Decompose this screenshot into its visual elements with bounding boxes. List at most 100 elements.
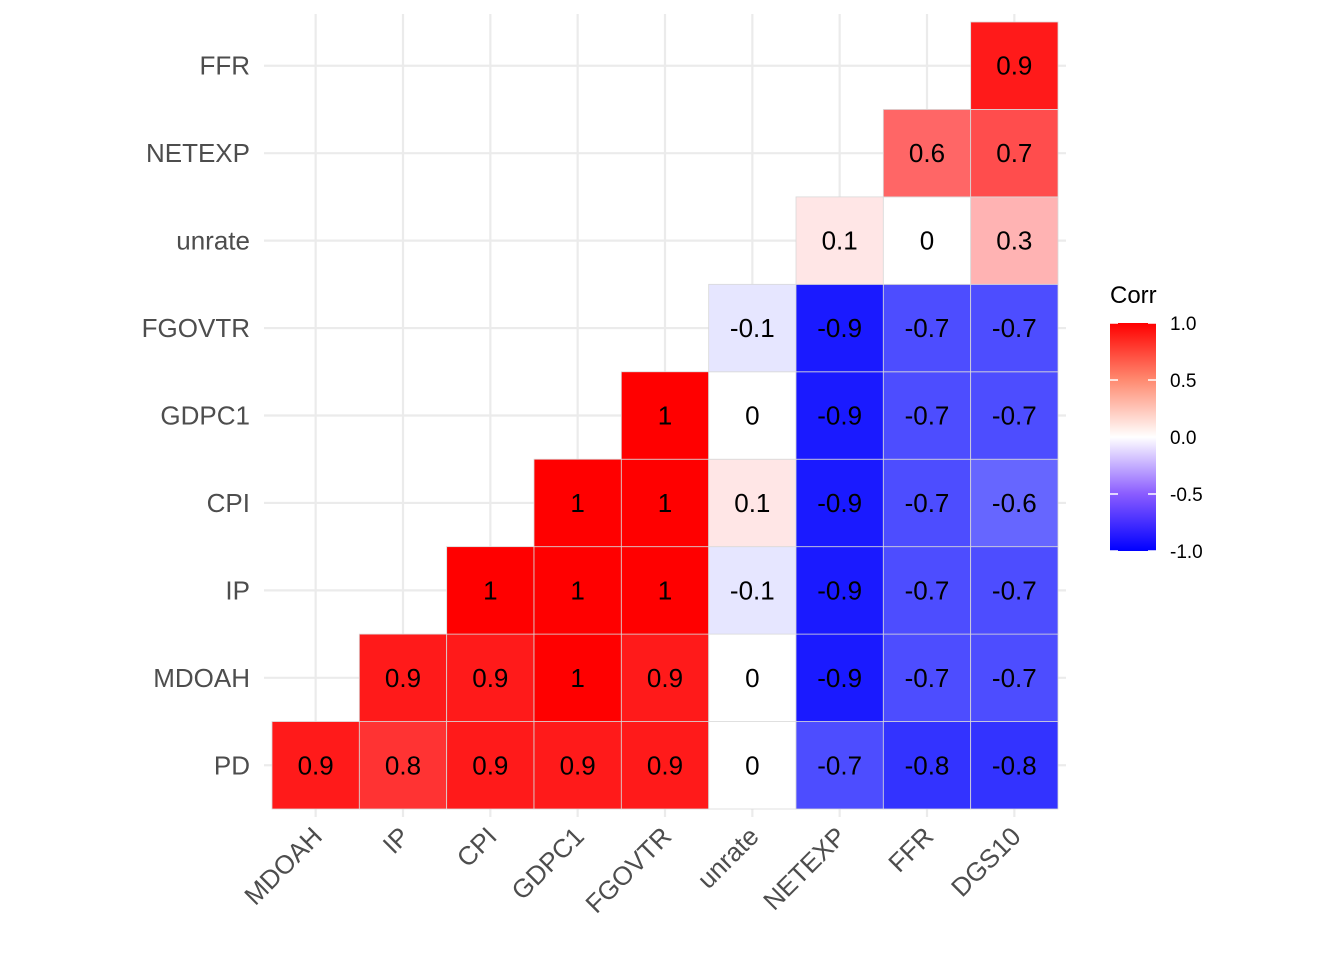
cell-labels: 0.9 0.8 0.9 0.9 0.9 0 -0.7 -0.8 -0.8 0.9 0.9 1 0.9 0 -… [298,51,1037,781]
heatmap-cell [970,109,1059,198]
cell-value-label: 1 [570,663,584,693]
x-tick-label: GDPC1 [505,821,590,906]
cell-value-label: -0.9 [817,401,862,431]
cell-value-label: 0.9 [472,750,508,780]
heatmap-cell [533,546,622,635]
heatmap-cell [533,721,622,810]
cell-value-label: 0.9 [996,51,1032,81]
legend-tick-label: 0.0 [1170,428,1196,449]
heatmap-cell [795,633,884,722]
cell-value-label: 1 [483,575,497,605]
cell-value-label: 0.9 [560,750,596,780]
heatmap-cell [795,546,884,635]
cell-value-label: -0.6 [992,488,1037,518]
heatmap-cell [358,633,448,722]
cell-value-label: 0.9 [647,663,683,693]
y-tick-label: PD [214,750,250,780]
heatmap-cell [970,546,1059,635]
cell-value-label: -0.1 [730,575,775,605]
cell-value-label: 1 [658,488,672,518]
cell-value-label: 1 [570,575,584,605]
y-tick-label: FFR [199,51,250,81]
heatmap-cell [708,283,797,373]
cell-value-label: 0.1 [734,488,770,518]
heatmap-cell [708,371,797,460]
heatmap-cell [795,371,884,460]
cell-value-label: 0.8 [385,750,421,780]
x-tick-label: unrate [691,821,764,894]
cell-value-label: 0 [745,663,759,693]
heatmap-cell [533,633,622,722]
cell-value-label: -0.7 [992,663,1037,693]
cell-value-label: -0.7 [905,575,950,605]
heatmap-cell [970,721,1059,810]
y-tick-label: NETEXP [146,138,250,168]
x-tick-label: FGOVTR [579,821,677,919]
heatmap-cell [882,721,972,810]
cell-value-label: 0.6 [909,138,945,168]
cell-value-label: 0 [745,750,759,780]
cell-value-label: -0.7 [992,575,1037,605]
heatmap-cell [271,721,360,810]
cell-value-label: 0.9 [647,750,683,780]
x-tick-label: FFR [882,821,939,878]
y-tick-label: MDOAH [153,663,250,693]
y-tick-label: CPI [207,488,250,518]
cell-value-label: -0.8 [905,750,950,780]
heatmap-cell [708,546,797,635]
x-tick-label: IP [377,821,416,860]
cell-value-label: 0 [920,226,934,256]
heatmap-cells [271,21,1059,810]
y-tick-label: GDPC1 [160,401,250,431]
cell-value-label: -0.7 [905,663,950,693]
heatmap-cell [970,21,1059,110]
heatmap-cell [533,458,622,548]
cell-value-label: -0.7 [905,313,950,343]
y-tick-label: unrate [176,226,250,256]
x-tick-label: MDOAH [238,821,328,911]
cell-value-label: -0.7 [992,401,1037,431]
heatmap-cell [446,546,535,635]
y-tick-label: IP [225,575,250,605]
cell-value-label: -0.7 [905,401,950,431]
heatmap-cell [620,458,710,548]
heatmap-cell [795,196,884,285]
heatmap-cell [882,546,972,635]
cell-value-label: -0.1 [730,313,775,343]
cell-value-label: 0 [745,401,759,431]
heatmap-cell [970,633,1059,722]
cell-value-label: 0.9 [385,663,421,693]
x-tick-label: CPI [451,821,503,873]
heatmap-cell [882,371,972,460]
heatmap-cell [708,721,797,810]
heatmap-cell [708,633,797,722]
cell-value-label: -0.9 [817,575,862,605]
cell-value-label: -0.7 [992,313,1037,343]
cell-value-label: -0.7 [905,488,950,518]
y-tick-label: FGOVTR [142,313,250,343]
cell-value-label: 1 [570,488,584,518]
heatmap-cell [882,458,972,548]
heatmap-cell [620,633,710,722]
cell-value-label: -0.7 [817,750,862,780]
cell-value-label: 0.9 [472,663,508,693]
cell-value-label: 0.3 [996,226,1032,256]
heatmap-cell [882,109,972,198]
heatmap-cell [882,633,972,722]
heatmap-cell [620,546,710,635]
heatmap-cell [795,721,884,810]
cell-value-label: -0.9 [817,488,862,518]
heatmap-cell [708,458,797,548]
legend-tick-label: -1.0 [1170,542,1203,563]
cell-value-label: -0.8 [992,750,1037,780]
cell-value-label: -0.9 [817,313,862,343]
cell-value-label: -0.9 [817,663,862,693]
cell-value-label: 0.9 [298,750,334,780]
cell-value-label: 0.7 [996,138,1032,168]
legend-tick-label: 1.0 [1170,314,1196,335]
x-tick-label: DGS10 [945,821,1027,903]
heatmap-cell [970,458,1059,548]
y-axis: PD MDOAH IP CPI GDPC1 FGOVTR unrate NETEXP FFR [142,51,250,781]
